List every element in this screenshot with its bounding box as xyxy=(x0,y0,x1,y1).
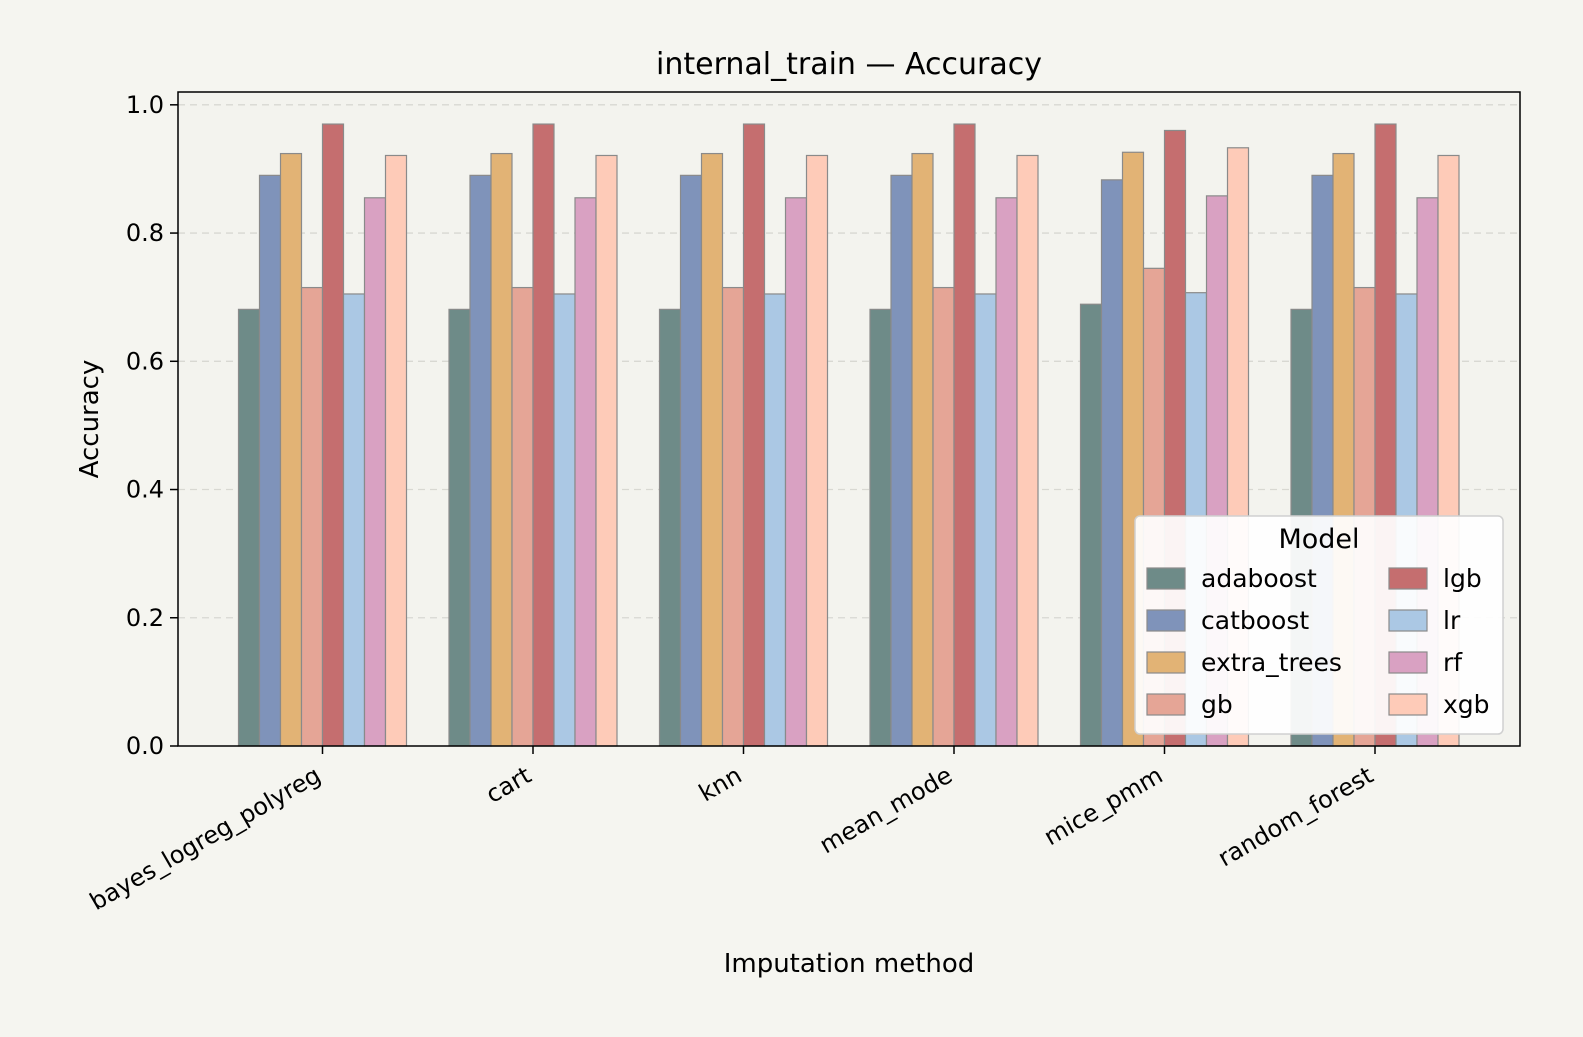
y-axis-label: Accuracy xyxy=(75,360,105,479)
bar-lgb-cart xyxy=(532,123,555,747)
legend-swatch-extra_trees xyxy=(1146,651,1186,674)
legend-label-rf: rf xyxy=(1443,648,1463,677)
bar-gb-bayes_logreg_polyreg xyxy=(300,286,324,747)
y-tick-label: 0.2 xyxy=(126,604,164,632)
legend-label-lr: lr xyxy=(1443,606,1461,635)
y-tick-label: 0.8 xyxy=(126,219,164,247)
legend-label-adaboost: adaboost xyxy=(1201,564,1317,593)
bar-xgb-bayes_logreg_polyreg xyxy=(384,154,408,747)
x-axis-label: Imputation method xyxy=(724,949,975,979)
legend-label-xgb: xgb xyxy=(1443,690,1490,719)
legend-swatch-catboost xyxy=(1146,609,1186,632)
bar-xgb-knn xyxy=(805,154,829,747)
legend-swatch-adaboost xyxy=(1146,567,1186,590)
bar-lr-bayes_logreg_polyreg xyxy=(342,293,366,747)
y-tick-label: 0.0 xyxy=(126,732,164,760)
bar-extra_trees-mean_mode xyxy=(911,152,934,747)
bar-lr-mean_mode xyxy=(974,293,997,747)
bar-catboost-knn xyxy=(679,174,703,747)
bar-extra_trees-bayes_logreg_polyreg xyxy=(279,152,303,747)
bar-adaboost-mean_mode xyxy=(869,308,892,747)
bar-xgb-cart xyxy=(595,154,618,747)
bar-lr-knn xyxy=(763,293,787,747)
bar-lgb-mean_mode xyxy=(953,123,976,747)
legend-title: Model xyxy=(1278,524,1359,555)
bar-adaboost-knn xyxy=(658,308,682,747)
legend-swatch-lr xyxy=(1388,609,1428,632)
bar-rf-cart xyxy=(574,197,597,747)
bar-lgb-bayes_logreg_polyreg xyxy=(321,123,345,747)
chart-title: internal_train — Accuracy xyxy=(656,47,1042,82)
y-tick-label: 0.6 xyxy=(126,347,164,375)
bar-rf-bayes_logreg_polyreg xyxy=(363,197,387,747)
y-axis: 0.0 0.2 0.4 0.6 0.8 1.0 xyxy=(126,91,178,760)
bar-gb-knn xyxy=(721,286,745,747)
y-tick-label: 0.4 xyxy=(126,476,164,504)
legend-label-gb: gb xyxy=(1201,690,1233,719)
bar-adaboost-cart xyxy=(448,308,471,747)
legend-label-lgb: lgb xyxy=(1443,564,1482,593)
bar-catboost-bayes_logreg_polyreg xyxy=(258,174,282,747)
legend-swatch-gb xyxy=(1146,693,1186,716)
legend-label-extra_trees: extra_trees xyxy=(1201,648,1342,677)
bar-lr-cart xyxy=(553,293,576,747)
y-tick-label: 1.0 xyxy=(126,91,164,119)
bar-catboost-mean_mode xyxy=(890,174,913,747)
bar-gb-cart xyxy=(511,286,534,747)
bar-rf-mean_mode xyxy=(995,197,1018,747)
bar-extra_trees-knn xyxy=(700,152,724,747)
bar-lgb-knn xyxy=(742,123,766,747)
bar-rf-knn xyxy=(784,197,808,747)
legend-swatch-rf xyxy=(1388,651,1428,674)
bar-catboost-mice_pmm xyxy=(1100,179,1124,747)
legend-label-catboost: catboost xyxy=(1201,606,1309,635)
bar-adaboost-bayes_logreg_polyreg xyxy=(237,308,261,747)
bar-adaboost-mice_pmm xyxy=(1079,303,1103,747)
legend-swatch-lgb xyxy=(1388,567,1428,590)
bar-extra_trees-cart xyxy=(490,152,513,747)
bar-gb-mean_mode xyxy=(932,286,955,747)
bar-catboost-cart xyxy=(469,174,492,747)
bar-xgb-mean_mode xyxy=(1016,154,1039,747)
plot-frame xyxy=(177,91,1521,747)
legend-swatch-xgb xyxy=(1388,693,1428,716)
